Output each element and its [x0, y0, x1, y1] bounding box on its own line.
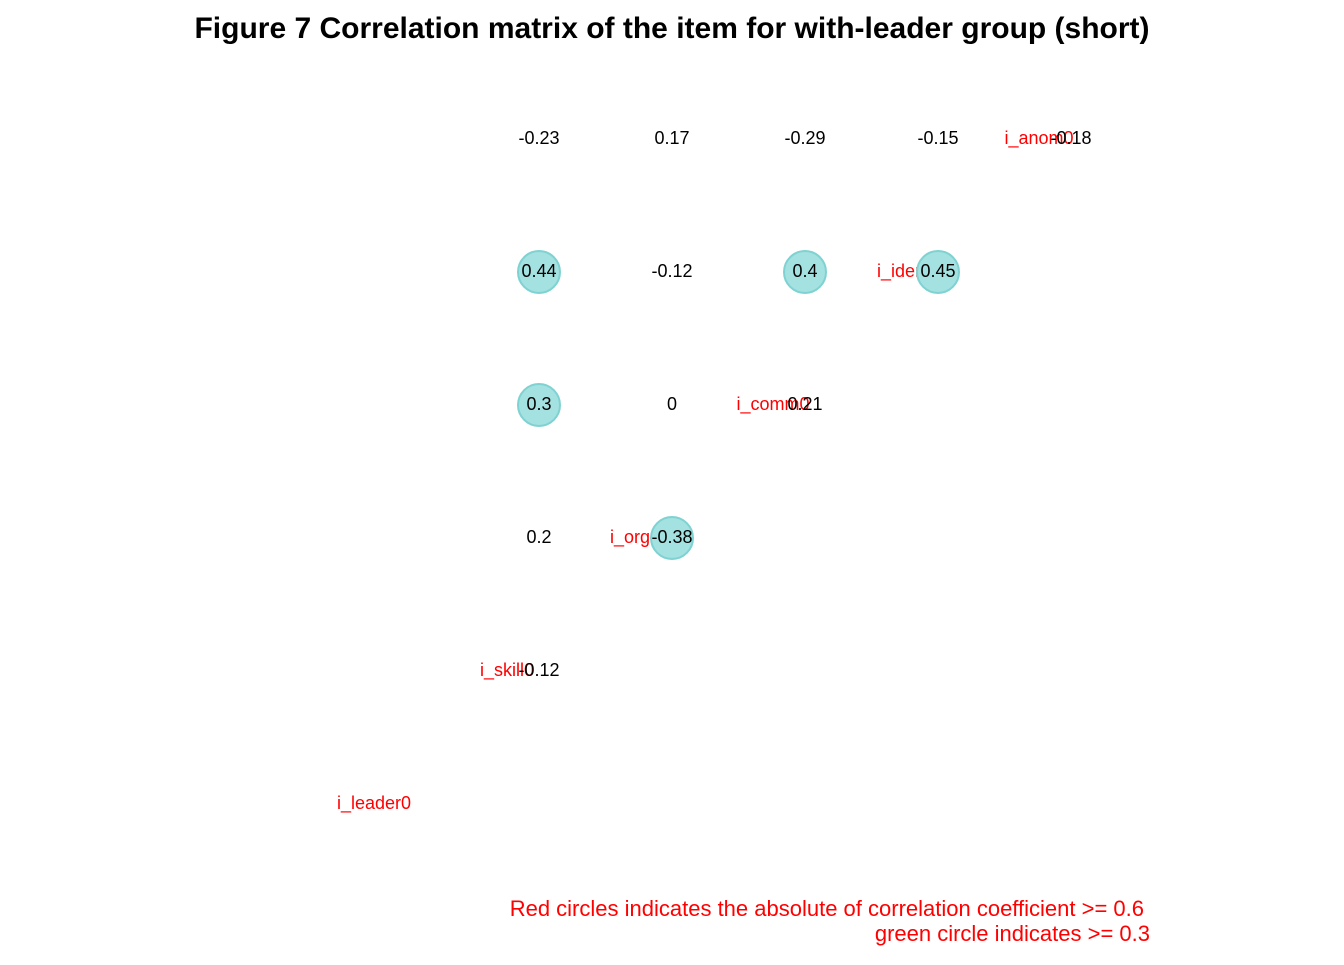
correlation-value-i-orga0-vs-i-skill0: -0.38 — [651, 527, 692, 547]
chart-title: Figure 7 Correlation matrix of the item … — [194, 12, 1149, 45]
correlation-value-i-orga0-vs-i-leader0: 0.2 — [526, 527, 551, 547]
correlation-value-i-comm0-vs-i-orga0: 0.21 — [787, 394, 822, 414]
highlight-circle-i-comm0-vs-i-leader0 — [517, 383, 561, 427]
highlight-circle-i-iden0-vs-i-leader0 — [517, 250, 561, 294]
variable-label-i-skill0: i_skill0 — [480, 660, 534, 681]
highlight-circles — [517, 250, 960, 560]
highlight-circle-i-iden0-vs-i-orga0 — [783, 250, 827, 294]
correlation-value-i-skill0-vs-i-leader0: -0.12 — [518, 660, 559, 680]
correlation-value-i-iden0-vs-i-skill0: -0.12 — [651, 261, 692, 281]
legend-note-red: Red circles indicates the absolute of co… — [510, 896, 1144, 921]
correlation-value-i-iden0-vs-i-comm0: 0.45 — [920, 261, 955, 281]
correlation-value-i-anom0-vs-i-leader0: -0.23 — [518, 128, 559, 148]
highlight-circle-i-orga0-vs-i-skill0 — [650, 516, 694, 560]
correlation-value-i-anom0-vs-i-comm0: -0.15 — [917, 128, 958, 148]
correlation-value-i-anom0-vs-i-orga0: -0.29 — [784, 128, 825, 148]
correlation-values: -0.23 0.17 -0.29 -0.15 -0.18 0.44 -0.12 0.4 0.45… — [518, 128, 1091, 680]
legend-note-green: green circle indicates >= 0.3 — [875, 921, 1150, 946]
correlation-value-i-comm0-vs-i-skill0: 0 — [667, 394, 677, 414]
correlation-value-i-anom0-vs-i-iden0: -0.18 — [1050, 128, 1091, 148]
variable-labels: i_leader0i_skill0i_orga0i_comm0i_iden0i_… — [337, 128, 1074, 814]
correlation-value-i-iden0-vs-i-leader0: 0.44 — [521, 261, 556, 281]
variable-label-i-comm0: i_comm0 — [736, 394, 809, 415]
correlation-value-i-anom0-vs-i-skill0: 0.17 — [654, 128, 689, 148]
variable-label-i-leader0: i_leader0 — [337, 793, 411, 814]
variable-label-i-anom0: i_anom0 — [1004, 128, 1073, 149]
highlight-circle-i-iden0-vs-i-comm0 — [916, 250, 960, 294]
correlation-value-i-comm0-vs-i-leader0: 0.3 — [526, 394, 551, 414]
correlation-value-i-iden0-vs-i-orga0: 0.4 — [792, 261, 817, 281]
